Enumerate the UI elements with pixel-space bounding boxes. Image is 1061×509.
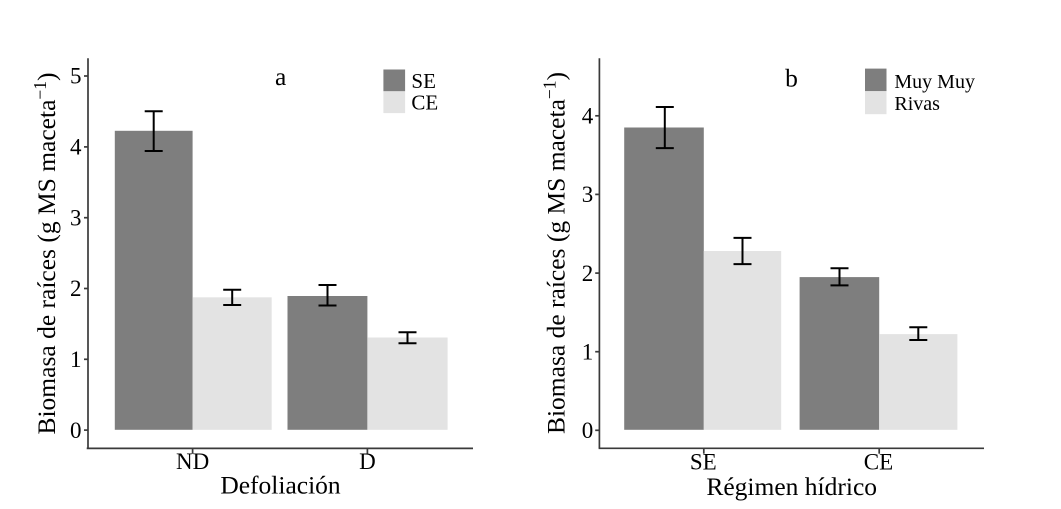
svg-text:Muy Muy: Muy Muy [894, 71, 975, 93]
svg-text:Defoliación: Defoliación [220, 471, 341, 500]
svg-text:2: 2 [70, 276, 82, 301]
svg-text:D: D [359, 449, 376, 474]
svg-text:5: 5 [70, 64, 82, 89]
svg-text:Biomasa de raíces (g MS maceta: Biomasa de raíces (g MS maceta−1) [30, 72, 61, 434]
svg-text:1: 1 [70, 347, 82, 372]
svg-text:ND: ND [176, 449, 209, 474]
svg-text:0: 0 [70, 418, 82, 443]
svg-text:1: 1 [582, 339, 594, 364]
svg-text:Rivas: Rivas [894, 93, 940, 115]
svg-text:4: 4 [582, 104, 594, 129]
svg-text:4: 4 [70, 135, 82, 160]
svg-text:CE: CE [411, 91, 438, 115]
svg-text:CE: CE [864, 450, 893, 475]
svg-text:2: 2 [582, 261, 594, 286]
svg-text:0: 0 [582, 418, 594, 443]
svg-text:Biomasa de raíces (g MS maceta: Biomasa de raíces (g MS maceta−1) [540, 72, 571, 434]
svg-text:a: a [275, 62, 286, 91]
svg-text:3: 3 [70, 205, 82, 230]
svg-text:Régimen hídrico: Régimen hídrico [706, 472, 877, 501]
svg-text:SE: SE [690, 450, 717, 475]
svg-text:SE: SE [411, 69, 436, 93]
svg-text:b: b [785, 64, 798, 93]
svg-text:3: 3 [582, 182, 594, 207]
